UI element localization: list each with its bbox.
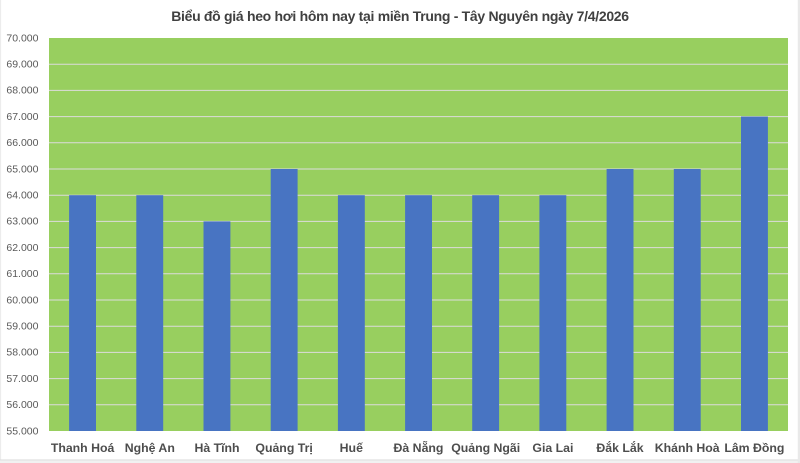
svg-text:56.000: 56.000 [6, 399, 38, 411]
svg-text:62.000: 62.000 [6, 242, 38, 254]
svg-text:69.000: 69.000 [6, 59, 38, 71]
svg-text:57.000: 57.000 [6, 373, 38, 385]
svg-text:Quảng Ngãi: Quảng Ngãi [451, 441, 520, 455]
svg-text:Thanh Hoá: Thanh Hoá [51, 441, 115, 455]
svg-text:55.000: 55.000 [6, 425, 38, 437]
svg-text:63.000: 63.000 [6, 216, 38, 228]
svg-text:Quảng Trị: Quảng Trị [255, 441, 312, 455]
svg-text:Đà Nẵng: Đà Nẵng [394, 440, 444, 455]
svg-text:58.000: 58.000 [6, 347, 38, 359]
svg-text:Đắk Lắk: Đắk Lắk [596, 440, 643, 455]
svg-text:70.000: 70.000 [6, 32, 38, 44]
svg-text:64.000: 64.000 [6, 190, 38, 202]
svg-text:Biểu đồ giá heo hơi hôm nay tạ: Biểu đồ giá heo hơi hôm nay tại miền Tru… [171, 8, 629, 24]
svg-text:60.000: 60.000 [6, 294, 38, 306]
svg-text:Gia Lai: Gia Lai [532, 441, 573, 455]
svg-text:61.000: 61.000 [6, 268, 38, 280]
svg-text:68.000: 68.000 [6, 85, 38, 97]
svg-text:65.000: 65.000 [6, 163, 38, 175]
svg-text:Nghệ An: Nghệ An [125, 441, 175, 455]
svg-text:Khánh Hoà: Khánh Hoà [655, 441, 720, 455]
svg-text:Hà Tĩnh: Hà Tĩnh [194, 441, 239, 455]
svg-text:Huế: Huế [340, 441, 363, 455]
svg-text:67.000: 67.000 [6, 111, 38, 123]
svg-text:59.000: 59.000 [6, 321, 38, 333]
svg-text:66.000: 66.000 [6, 137, 38, 149]
svg-text:Lâm Đồng: Lâm Đồng [724, 441, 784, 455]
